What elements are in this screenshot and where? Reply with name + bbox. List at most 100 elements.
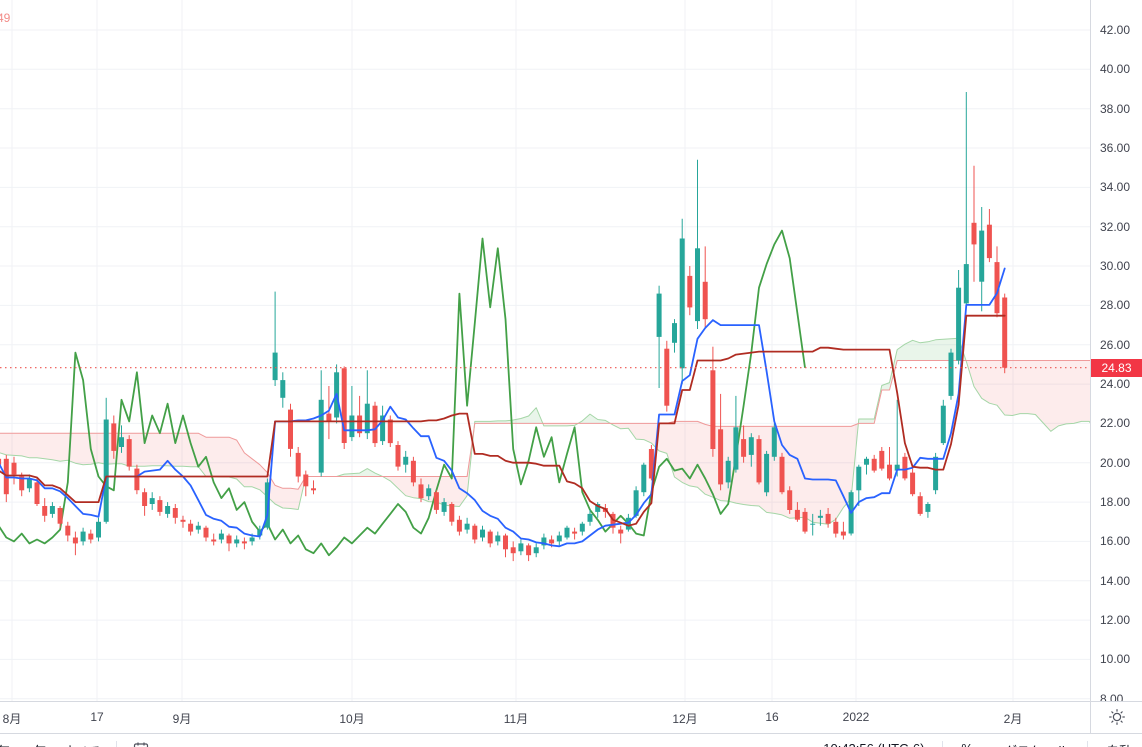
- candle: [180, 519, 186, 522]
- candle: [994, 262, 1000, 314]
- price-axis-label: 34.00: [1100, 180, 1131, 194]
- gear-icon[interactable]: [1108, 708, 1126, 726]
- candle: [556, 535, 562, 542]
- chart-pane[interactable]: [0, 0, 1090, 701]
- price-axis-label: 10.00: [1100, 652, 1131, 666]
- candle: [710, 370, 716, 449]
- price-axis-label: 42.00: [1100, 23, 1131, 37]
- candle: [940, 405, 946, 444]
- candle: [480, 529, 485, 538]
- price-axis-label: 22.00: [1100, 416, 1131, 430]
- leading-span-b-line: [0, 360, 1090, 490]
- clock-time[interactable]: 10:42:56 (UTC-6): [823, 741, 924, 747]
- candle: [856, 466, 862, 491]
- candle: [672, 323, 677, 343]
- candle: [65, 525, 71, 536]
- candle: [456, 519, 462, 532]
- candle: [648, 449, 654, 479]
- candle: [802, 511, 808, 532]
- candle: [702, 281, 708, 320]
- candle: [0, 458, 2, 465]
- candle: [695, 248, 700, 322]
- candle: [748, 437, 754, 455]
- candle: [1002, 297, 1008, 368]
- candle: [741, 439, 747, 457]
- candle: [72, 537, 78, 544]
- candle: [986, 224, 992, 259]
- toolbar-separator: [1086, 741, 1088, 747]
- time-axis-label: 8月: [2, 712, 22, 726]
- bottom-toolbar: 1年 5年 すべて 10:42:56 (UTC-6) % ログスケール 自動: [0, 733, 1142, 747]
- candle: [441, 502, 447, 512]
- candle: [272, 352, 278, 381]
- candle: [656, 293, 662, 337]
- candle: [633, 490, 639, 516]
- candle: [364, 403, 370, 434]
- candle: [134, 468, 140, 491]
- candle: [495, 535, 501, 542]
- candle: [610, 513, 616, 528]
- log-scale-button[interactable]: ログスケール: [991, 741, 1069, 747]
- price-axis-label: 28.00: [1100, 298, 1131, 312]
- candle: [311, 488, 316, 491]
- candle: [410, 460, 416, 483]
- toolbar-separator: [942, 741, 944, 747]
- candle: [587, 513, 593, 522]
- candle: [280, 380, 286, 398]
- auto-scale-button[interactable]: 自動: [1106, 741, 1132, 747]
- candle: [595, 504, 601, 512]
- candle: [96, 521, 101, 538]
- candle: [933, 456, 939, 491]
- time-axis[interactable]: 8月 17 9月 10月 11月 12月 16 2022 2月: [0, 701, 1142, 734]
- candle: [42, 506, 48, 516]
- candle: [664, 348, 670, 406]
- price-axis-label: 20.00: [1100, 456, 1131, 470]
- candle: [687, 275, 693, 308]
- candle: [49, 506, 55, 514]
- candlestick-ichimoku-chart[interactable]: [0, 0, 1090, 701]
- candle: [725, 460, 731, 483]
- candle: [165, 506, 171, 514]
- range-5y-button[interactable]: 5年: [26, 741, 46, 747]
- candle: [679, 238, 685, 369]
- candle: [572, 531, 578, 534]
- candle: [833, 521, 839, 534]
- last-price-badge: 24.83: [1091, 359, 1142, 377]
- candle: [433, 492, 439, 510]
- calendar-icon[interactable]: [133, 741, 149, 747]
- candle: [541, 537, 547, 546]
- candle: [810, 523, 816, 525]
- axis-corner[interactable]: [1090, 701, 1142, 733]
- candle: [126, 439, 132, 467]
- candle: [203, 527, 209, 538]
- toolbar-separator: [116, 741, 118, 747]
- candle: [771, 427, 777, 457]
- candle: [426, 488, 432, 497]
- candle: [249, 537, 255, 542]
- candle: [733, 427, 739, 470]
- percent-scale-button[interactable]: %: [961, 741, 973, 747]
- candle: [288, 409, 293, 449]
- candle: [817, 515, 823, 518]
- scale-controls: 10:42:56 (UTC-6) % ログスケール 自動: [823, 741, 1132, 747]
- candle: [188, 523, 194, 532]
- candle: [894, 464, 900, 471]
- candle: [910, 472, 916, 495]
- candle: [418, 484, 424, 499]
- candle: [11, 462, 17, 475]
- range-1y-button[interactable]: 1年: [0, 741, 10, 747]
- candle: [303, 474, 309, 487]
- price-axis-label: 12.00: [1100, 613, 1131, 627]
- time-axis-label: 16: [765, 710, 779, 724]
- range-all-button[interactable]: すべて: [62, 741, 100, 747]
- candle: [718, 429, 724, 485]
- candle: [510, 547, 516, 554]
- candle: [103, 419, 109, 522]
- price-axis-label: 36.00: [1100, 141, 1131, 155]
- price-axis-label: 30.00: [1100, 259, 1131, 273]
- candle: [840, 531, 846, 536]
- time-axis-label: 11月: [503, 712, 529, 726]
- candle: [241, 541, 247, 544]
- lagging-span-line: [0, 229, 806, 557]
- candle: [295, 452, 301, 477]
